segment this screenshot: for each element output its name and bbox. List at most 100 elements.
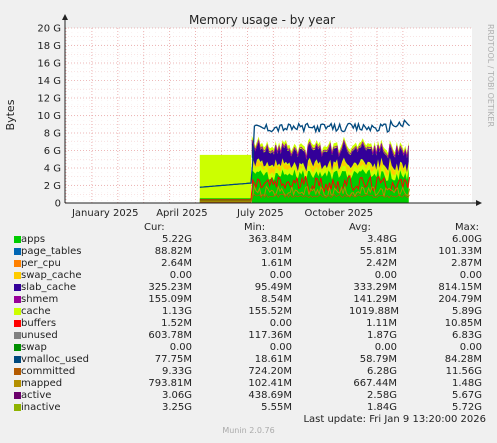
legend-max: 204.79M [438, 294, 482, 305]
legend-swatch [14, 344, 21, 351]
x-tick-label: October 2025 [304, 208, 373, 219]
legend-swatch [14, 272, 21, 279]
legend-avg: 55.81M [359, 246, 397, 257]
legend-swatch [14, 236, 21, 243]
legend-avg: 3.48G [366, 234, 397, 245]
legend-row-mapped: mapped 793.81M 102.41M 667.44M 1.48G [14, 378, 484, 390]
legend-row-per_cpu: per_cpu 2.64M 1.61M 2.42M 2.87M [14, 258, 484, 270]
legend-swatch [14, 392, 21, 399]
legend-avg: 1.87G [366, 330, 397, 341]
legend-cur: 0.00 [169, 342, 192, 353]
legend-avg: 0.00 [374, 342, 397, 353]
legend-cur: 2.64M [161, 258, 192, 269]
legend-row-swap_cache: swap_cache 0.00 0.00 0.00 0.00 [14, 270, 484, 282]
legend-cur: 1.52M [161, 318, 192, 329]
legend-swatch [14, 368, 21, 375]
legend-cur: 793.81M [148, 378, 192, 389]
legend-avg: 667.44M [353, 378, 397, 389]
legend-max: 5.67G [451, 390, 482, 401]
legend-cur: 0.00 [169, 270, 192, 281]
legend-max: 1.48G [451, 378, 482, 389]
legend-max: 10.85M [444, 318, 482, 329]
legend-min: 363.84M [248, 234, 292, 245]
legend-name: swap [21, 342, 47, 353]
legend-name: inactive [21, 402, 61, 413]
legend-row-slab_cache: slab_cache 325.23M 95.49M 333.29M 814.15M [14, 282, 484, 294]
x-tick-label: January 2025 [71, 208, 139, 219]
legend-min: 438.69M [248, 390, 292, 401]
legend-min: 1.61M [261, 258, 292, 269]
legend-name: cache [21, 306, 51, 317]
legend-avg: 1019.88M [349, 306, 399, 317]
legend-avg: 0.00 [374, 270, 397, 281]
legend-min: 5.55M [261, 402, 292, 413]
legend-max: 101.33M [438, 246, 482, 257]
legend-max: 6.83G [451, 330, 482, 341]
y-tick-label: 4 G [44, 164, 61, 175]
legend-min: 8.54M [261, 294, 292, 305]
series-area-cache [199, 154, 251, 203]
series-line-mapped [199, 193, 410, 203]
legend-row-committed: committed 9.33G 724.20M 6.28G 11.56G [14, 366, 484, 378]
legend-min: 95.49M [254, 282, 292, 293]
legend-name: apps [21, 234, 46, 245]
y-tick-label: 12 G [37, 94, 61, 105]
legend-cur: 88.82M [154, 246, 192, 257]
legend-name: shmem [21, 294, 59, 305]
y-tick-label: 20 G [37, 24, 61, 35]
legend-row-cache: cache 1.13G 155.52M 1019.88M 5.89G [14, 306, 484, 318]
legend-avg: 6.28G [366, 366, 397, 377]
legend-min: 117.36M [248, 330, 292, 341]
x-tick-label: July 2025 [236, 208, 284, 219]
legend-max: 0.00 [459, 270, 482, 281]
series-line-committed [199, 118, 411, 188]
legend-swatch [14, 284, 21, 291]
y-axis-label: Bytes [4, 99, 17, 130]
legend-avg: 2.58G [366, 390, 397, 401]
legend-swatch [14, 308, 21, 315]
legend-min: 102.41M [248, 378, 292, 389]
legend-swatch [14, 356, 21, 363]
last-update: Last update: Fri Jan 9 13:20:00 2026 [303, 414, 486, 425]
legend-cur: 1.13G [161, 306, 192, 317]
legend-row-shmem: shmem 155.09M 8.54M 141.29M 204.79M [14, 294, 484, 306]
legend-avg: 1.84G [366, 402, 397, 413]
legend-min: 18.61M [254, 354, 292, 365]
series-area-cache-band [251, 159, 409, 176]
y-tick-label: 10 G [37, 111, 61, 122]
legend-avg: 2.42M [366, 258, 397, 269]
legend-name: mapped [21, 378, 63, 389]
legend-swatch [14, 260, 21, 267]
header-cur: Cur: [144, 222, 165, 233]
legend-min: 0.00 [269, 270, 292, 281]
legend-cur: 603.78M [148, 330, 192, 341]
legend-swatch [14, 320, 21, 327]
y-tick-label: 0 [55, 199, 61, 210]
legend-cur: 325.23M [148, 282, 192, 293]
legend-swatch [14, 404, 21, 411]
x-tick-label: April 2025 [156, 208, 207, 219]
legend-cur: 155.09M [148, 294, 192, 305]
legend-avg: 141.29M [353, 294, 397, 305]
legend-name: page_tables [21, 246, 82, 257]
legend-max: 11.56G [445, 366, 482, 377]
legend-name: slab_cache [21, 282, 77, 293]
legend-min: 0.00 [269, 318, 292, 329]
legend-cur: 9.33G [161, 366, 192, 377]
legend-row-active: active 3.06G 438.69M 2.58G 5.67G [14, 390, 484, 402]
legend-name: swap_cache [21, 270, 82, 281]
legend-swatch [14, 248, 21, 255]
legend-max: 5.72G [451, 402, 482, 413]
legend-min: 3.01M [261, 246, 292, 257]
legend-row-apps: apps 5.22G 363.84M 3.48G 6.00G [14, 234, 484, 246]
legend-min: 155.52M [248, 306, 292, 317]
legend-swatch [14, 380, 21, 387]
legend-name: per_cpu [21, 258, 61, 269]
header-min: Min: [244, 222, 266, 233]
series-line-shmem [251, 139, 410, 159]
header-avg: Avg: [349, 222, 371, 233]
legend-row-vmalloc_used: vmalloc_used 77.75M 18.61M 58.79M 84.28M [14, 354, 484, 366]
y-tick-label: 18 G [37, 41, 61, 52]
legend-cur: 3.25G [161, 402, 192, 413]
